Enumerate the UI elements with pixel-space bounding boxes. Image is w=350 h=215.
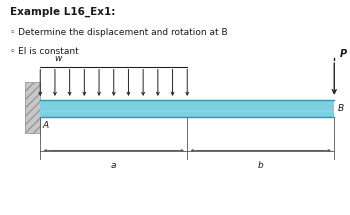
Text: B: B xyxy=(338,104,344,113)
Bar xyxy=(40,100,334,117)
Text: A: A xyxy=(42,121,48,131)
Bar xyxy=(25,82,40,133)
Text: ◦ Determine the displacement and rotation at B: ◦ Determine the displacement and rotatio… xyxy=(10,28,228,37)
Text: Example L16_Ex1:: Example L16_Ex1: xyxy=(10,6,116,17)
Text: b: b xyxy=(258,161,264,170)
Text: a: a xyxy=(111,161,117,170)
Text: w: w xyxy=(54,54,62,63)
Text: ◦ EI is constant: ◦ EI is constant xyxy=(10,47,79,56)
Text: P: P xyxy=(340,49,346,59)
